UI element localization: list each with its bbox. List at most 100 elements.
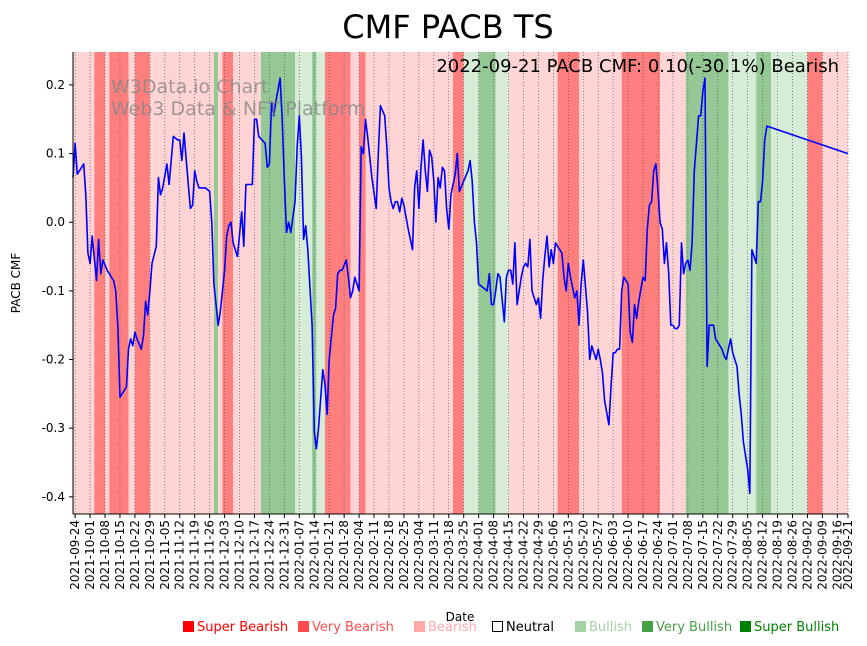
x-tick-label: 2022-01-21: [322, 520, 336, 590]
legend-item: Neutral: [492, 620, 554, 635]
x-tick-label: 2022-02-18: [382, 520, 396, 590]
x-tick-label: 2021-10-22: [128, 520, 142, 590]
legend-label: Very Bullish: [656, 620, 733, 635]
y-tick-label: -0.4: [42, 490, 65, 504]
chart-title: CMF PACB TS: [342, 8, 553, 46]
watermark-line-1: W3Data.io Chart: [111, 76, 268, 98]
regime-band: [260, 52, 296, 514]
x-tick-label: 2021-12-17: [248, 520, 262, 590]
x-tick-label: 2022-02-11: [367, 520, 381, 590]
regime-band: [463, 52, 479, 514]
regime-band: [316, 52, 325, 514]
regime-band: [233, 52, 261, 514]
x-tick-label: 2022-01-14: [307, 520, 321, 590]
x-tick-label: 2022-06-17: [636, 520, 650, 590]
legend-swatch: [740, 621, 751, 632]
x-axis-label: Date: [446, 610, 475, 624]
regime-band: [105, 52, 110, 514]
y-tick-label: 0.0: [46, 215, 65, 229]
x-tick-label: 2021-12-24: [262, 520, 276, 590]
regime-band: [218, 52, 223, 514]
x-tick-label: 2021-10-08: [98, 520, 112, 590]
series-layer: [72, 77, 849, 495]
x-tick-label: 2021-11-12: [173, 520, 187, 590]
legend-swatch: [183, 621, 194, 632]
regime-band: [94, 52, 106, 514]
x-tick-label: 2022-06-03: [606, 520, 620, 590]
x-tick-label: 2022-09-16: [830, 520, 844, 590]
legend-item: Very Bullish: [642, 620, 732, 635]
x-tick-label: 2021-12-03: [218, 520, 232, 590]
x-tick-label: 2022-05-06: [546, 520, 560, 590]
x-tick-label: 2022-06-24: [651, 520, 665, 590]
legend: Super Bearish Very Bearish Bearish Neutral B…: [0, 620, 867, 640]
x-tick-label: 2022-07-08: [681, 520, 695, 590]
x-tick-label: 2022-07-15: [696, 520, 710, 590]
legend-label: Very Bearish: [312, 620, 394, 635]
regime-band: [222, 52, 234, 514]
x-tick-label: 2022-07-22: [711, 520, 725, 590]
x-tick-label: 2021-11-19: [188, 520, 202, 590]
x-tick-label: 2022-01-07: [292, 520, 306, 590]
x-tick-label: 2021-10-01: [83, 520, 97, 590]
x-tick-label: 2022-04-29: [531, 520, 545, 590]
regime-band: [109, 52, 129, 514]
x-tick-label: 2021-12-10: [233, 520, 247, 590]
x-tick-label: 2021-09-24: [68, 520, 82, 590]
regime-bands: [73, 52, 848, 514]
x-tick-label: 2022-08-19: [771, 520, 785, 590]
series-line: [72, 77, 849, 495]
legend-label: Bullish: [589, 620, 633, 635]
x-tick-label: 2022-04-08: [487, 520, 501, 590]
x-tick-label: 2022-05-27: [591, 520, 605, 590]
x-tick-label: 2022-08-05: [741, 520, 755, 590]
x-tick-label: 2022-06-10: [621, 520, 635, 590]
regime-band: [295, 52, 313, 514]
regime-band: [578, 52, 622, 514]
regime-band: [771, 52, 808, 514]
x-tick-label: 2022-07-29: [726, 520, 740, 590]
legend-swatch: [492, 621, 503, 632]
regime-band: [478, 52, 496, 514]
x-tick-label: 2022-08-12: [756, 520, 770, 590]
x-tick-label: 2021-10-15: [113, 520, 127, 590]
chart-annotation: 2022-09-21 PACB CMF: 0.10(-30.1%) Bearis…: [436, 56, 839, 77]
legend-swatch: [298, 621, 309, 632]
legend-item: Super Bullish: [740, 620, 839, 635]
legend-item: Very Bearish: [298, 620, 394, 635]
x-tick-label: 2021-11-26: [203, 520, 217, 590]
legend-item: Super Bearish: [183, 620, 288, 635]
grid-lines: [74, 52, 849, 514]
y-axis-label: PACB CMF: [9, 253, 23, 314]
regime-band: [350, 52, 360, 514]
x-tick-label: 2021-11-05: [158, 520, 172, 590]
x-tick-label: 2022-03-25: [457, 520, 471, 590]
watermark-line-2: Web3 Data & NFT Platform: [111, 98, 365, 120]
legend-item: Bullish: [575, 620, 632, 635]
regime-band: [807, 52, 823, 514]
legend-item: Bearish: [414, 620, 477, 635]
x-tick-label: 2021-12-31: [277, 520, 291, 590]
regime-band: [213, 52, 219, 514]
x-tick-label: 2021-10-29: [143, 520, 157, 590]
legend-swatch: [575, 621, 586, 632]
legend-label: Bearish: [428, 620, 477, 635]
regime-band: [495, 52, 509, 514]
x-tick-label: 2022-02-25: [397, 520, 411, 590]
x-tick-label: 2022-05-13: [561, 520, 575, 590]
x-tick-label: 2022-09-09: [815, 520, 829, 590]
y-tick-label: -0.1: [42, 284, 65, 298]
legend-swatch: [642, 621, 653, 632]
y-tick-label: 0.1: [46, 147, 65, 161]
x-tick-label: 2022-02-04: [352, 520, 366, 590]
regime-band: [73, 52, 95, 514]
legend-label: Super Bullish: [754, 620, 840, 635]
regime-band: [756, 52, 772, 514]
x-tick-label: 2022-04-01: [472, 520, 486, 590]
x-tick-label: 2022-09-02: [800, 520, 814, 590]
regime-band: [128, 52, 135, 514]
regime-band: [365, 52, 454, 514]
x-tick-label: 2022-04-15: [502, 520, 516, 590]
